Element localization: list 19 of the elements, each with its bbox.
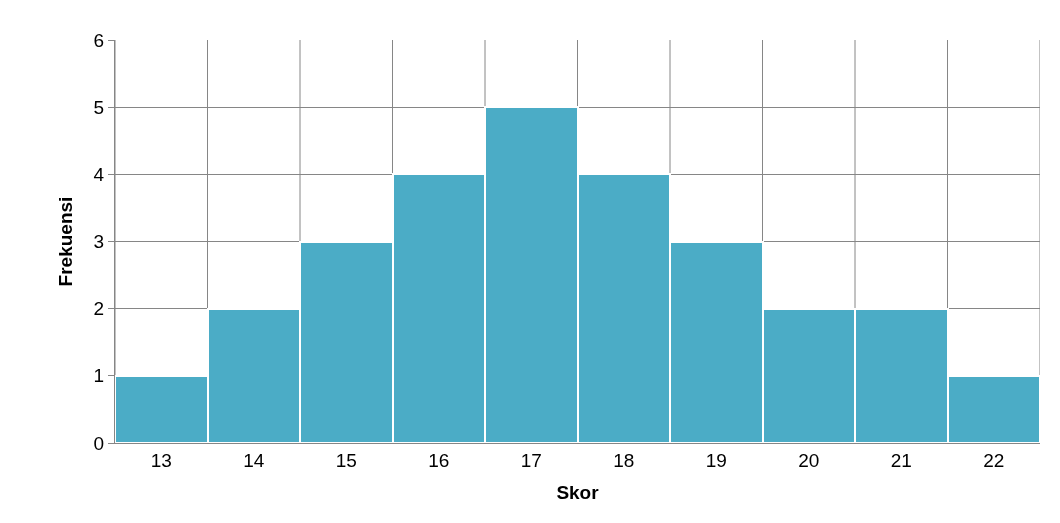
x-tick-label: 17: [520, 449, 542, 471]
y-tick-label: 1: [93, 365, 105, 387]
y-tick-label: 6: [93, 29, 105, 51]
y-axis-title: Frekuensi: [55, 196, 77, 287]
x-tick-label: 21: [890, 449, 912, 471]
x-axis-title: Skor: [556, 481, 600, 503]
x-tick-label: 13: [150, 449, 172, 471]
x-tick-label: 15: [335, 449, 357, 471]
y-tick-label: 5: [93, 96, 105, 118]
x-tick-label: 20: [798, 449, 820, 471]
y-tick-label: 0: [93, 432, 105, 454]
x-tick-label: 22: [983, 449, 1005, 471]
x-tick-label: 18: [613, 449, 635, 471]
y-tick-label: 4: [93, 163, 105, 185]
x-tick-label: 14: [243, 449, 265, 471]
x-tick-label: 19: [705, 449, 727, 471]
x-tick-label: 16: [428, 449, 450, 471]
y-tick-label: 3: [93, 231, 105, 253]
y-tick-label: 2: [93, 298, 105, 320]
